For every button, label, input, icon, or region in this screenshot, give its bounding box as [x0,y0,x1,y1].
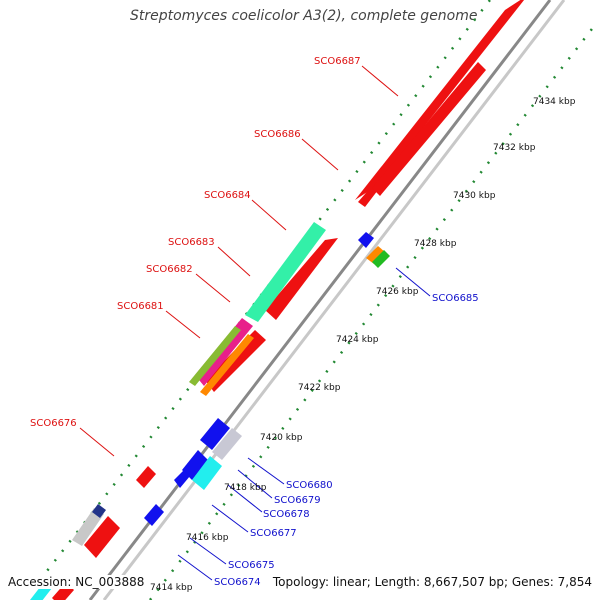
backbone-strand-forward [88,0,552,600]
gene-sco6676-b[interactable] [84,516,120,558]
gene-sco6685-c[interactable] [372,250,390,268]
ruler-label-7434: 7434 kbp [533,97,576,107]
leader-sco6674 [177,554,213,581]
leader-sco6675 [189,537,227,565]
reverse-gene-labels: SCO6685 SCO6680 SCO6679 SCO6678 SCO6677 … [214,293,479,588]
gene-sco6678[interactable] [182,450,208,480]
label-sco6687[interactable]: SCO6687 [314,56,361,67]
ruler-label-7418: 7418 kbp [224,483,267,493]
ruler-label-7432: 7432 kbp [493,143,536,153]
gene-sco6683[interactable] [245,222,326,322]
ruler-label-7424: 7424 kbp [336,335,379,345]
leader-sco6679 [237,469,273,499]
gene-sco6677[interactable] [192,456,222,490]
gene-sco6674-b[interactable] [92,504,106,518]
genome-title: Streptomyces coelicolor A3(2), complete … [130,8,478,24]
gene-sco6687[interactable] [355,0,528,200]
label-sco6677[interactable]: SCO6677 [250,528,297,539]
leader-sco6684 [251,199,287,231]
gene-sco6676[interactable] [136,466,156,488]
leader-sco6685 [395,267,431,297]
ruler-labels: 7414 kbp 7416 kbp 7418 kbp 7420 kbp 7422… [150,97,576,593]
gene-sco6680[interactable] [200,418,230,450]
leader-sco6686 [301,138,339,171]
ruler-dotted-lines [39,0,596,600]
footer-bar: Accession: NC_003888 Topology: linear; L… [8,575,592,589]
leader-sco6687 [361,65,399,97]
gene-sco6681-c[interactable] [200,334,254,396]
reverse-genes [30,232,390,600]
genome-backbone [88,0,566,600]
backbone-strand-reverse [102,0,566,600]
leader-sco6680 [247,457,285,485]
label-sco6685[interactable]: SCO6685 [432,293,479,304]
gene-sco6686[interactable] [372,62,486,196]
leader-sco6676 [79,427,115,457]
leader-sco6677 [211,504,249,533]
forward-gene-labels: SCO6687 SCO6686 SCO6684 SCO6683 SCO6682 … [30,56,361,429]
ruler-label-7420: 7420 kbp [260,433,303,443]
gene-sco6681-b[interactable] [189,326,241,386]
ruler-label-7416: 7416 kbp [186,533,229,543]
gene-sco6681[interactable] [195,318,253,386]
label-sco6684[interactable]: SCO6684 [204,190,251,201]
ruler-label-7422: 7422 kbp [298,383,341,393]
ruler-label-7426: 7426 kbp [376,287,419,297]
gene-sco6675[interactable] [144,504,164,526]
gene-sco6686-a[interactable] [358,186,378,207]
gene-sco6684[interactable] [265,238,338,320]
gene-sco6677-b[interactable] [174,470,190,488]
gene-sco6679[interactable] [212,428,242,460]
genome-info-text: Topology: linear; Length: 8,667,507 bp; … [272,575,592,589]
outer-ruler-line-right [149,24,596,600]
label-sco6676[interactable]: SCO6676 [30,418,77,429]
label-sco6678[interactable]: SCO6678 [263,509,310,520]
label-sco6679[interactable]: SCO6679 [274,495,321,506]
label-sco6675[interactable]: SCO6675 [228,560,275,571]
label-sco6683[interactable]: SCO6683 [168,237,215,248]
label-leader-lines [79,65,431,581]
forward-genes [52,0,528,600]
leader-sco6682 [195,273,231,303]
gene-sco6685[interactable] [358,232,374,248]
label-sco6674[interactable]: SCO6674 [214,577,261,588]
gene-sco6674[interactable] [72,508,104,546]
gene-sco6685-b[interactable] [366,246,385,264]
accession-text: Accession: NC_003888 [8,575,145,589]
leader-sco6678 [227,484,263,513]
leader-sco6683 [217,246,251,277]
ruler-label-7430: 7430 kbp [453,191,496,201]
ruler-label-7414: 7414 kbp [150,583,193,593]
label-sco6686[interactable]: SCO6686 [254,129,301,140]
ruler-label-7428: 7428 kbp [414,239,457,249]
label-sco6681[interactable]: SCO6681 [117,301,164,312]
label-sco6680[interactable]: SCO6680 [286,480,333,491]
leader-sco6681 [165,310,201,339]
label-sco6682[interactable]: SCO6682 [146,264,193,275]
